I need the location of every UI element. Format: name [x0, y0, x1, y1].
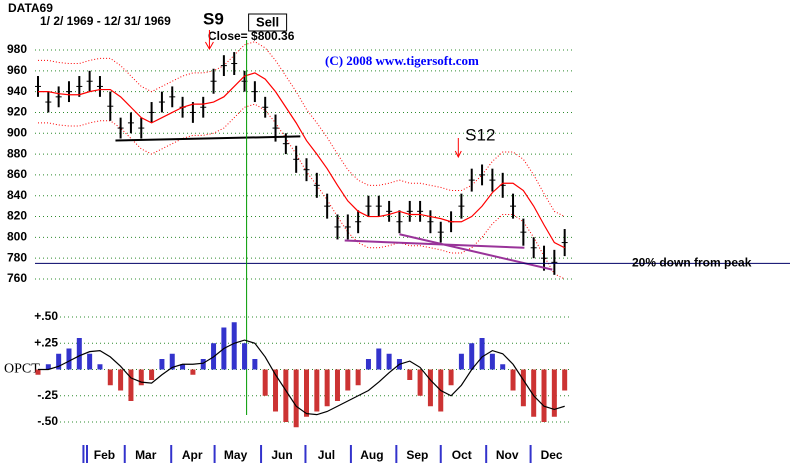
y-tick-label: 840: [7, 188, 27, 202]
indicator-bar: [458, 353, 464, 370]
indicator-bar: [107, 369, 113, 386]
indicator-bar: [252, 359, 258, 370]
indicator-bar: [314, 369, 320, 412]
indicator-bar: [56, 353, 62, 370]
y-tick-label: -.50: [37, 414, 58, 428]
indicator-bar: [355, 369, 361, 386]
indicator-bar: [386, 353, 392, 370]
signal-arrow-head: [454, 150, 462, 159]
y-tick-label: 780: [7, 250, 27, 264]
y-tick-label: 900: [7, 125, 27, 139]
trendline: [344, 239, 525, 249]
indicator-bar: [128, 369, 134, 401]
signal-label: S9: [203, 9, 224, 28]
date-range: 1/ 2/ 1969 - 12/ 31/ 1969: [40, 14, 171, 28]
trendline: [115, 135, 301, 142]
indicator-bar: [242, 343, 248, 370]
y-tick-label: 820: [7, 209, 27, 223]
y-tick-label: 940: [7, 84, 27, 98]
y-tick-label: 860: [7, 167, 27, 181]
close-label: Close= $800.36: [208, 29, 295, 43]
indicator-bar: [118, 369, 124, 391]
x-tick-label: Dec: [541, 448, 563, 462]
indicator-bar: [551, 369, 557, 417]
indicator-bar: [562, 369, 568, 391]
indicator-bar: [149, 369, 155, 380]
x-tick-label: Oct: [452, 448, 472, 462]
indicator-bar: [479, 338, 485, 370]
indicator-bar: [304, 369, 309, 417]
upper-band: [38, 41, 565, 217]
indicator-bar: [345, 369, 351, 391]
indicator-bar: [200, 359, 206, 370]
indicator-bar: [334, 369, 340, 401]
peak-line-label: 20% down from peak: [632, 256, 752, 270]
indicator-bar: [138, 369, 144, 386]
x-tick-label: May: [224, 448, 248, 462]
y-tick-label: 960: [7, 63, 27, 77]
x-tick-label: Mar: [135, 448, 157, 462]
y-tick-label: 920: [7, 105, 27, 119]
sell-box: [248, 13, 288, 32]
y-tick-label: 880: [7, 146, 27, 160]
y-tick-label: +.50: [34, 309, 58, 323]
indicator-bar: [448, 369, 454, 386]
y-tick-label: 800: [7, 230, 27, 244]
indicator-bar: [541, 369, 547, 422]
indicator-bar: [324, 369, 330, 407]
indicator-bar: [66, 348, 72, 370]
indicator-bar: [283, 369, 289, 422]
indicator-bar: [87, 353, 93, 370]
copyright: (C) 2008 www.tigersoft.com: [325, 53, 479, 68]
indicator-bar: [169, 353, 175, 370]
signal-label: Sell: [256, 14, 279, 29]
y-tick-label: 980: [7, 42, 27, 56]
moving-average: [38, 72, 565, 249]
indicator-bar: [159, 359, 165, 370]
y-tick-label: +.25: [34, 335, 58, 349]
indicator-bar: [376, 348, 382, 370]
y-tick-label: -.25: [37, 388, 58, 402]
indicator-bar: [510, 369, 516, 391]
chart-title: DATA69: [8, 1, 53, 15]
indicator-bar: [262, 369, 268, 396]
signal-line: [38, 339, 565, 416]
signal-arrow-head: [204, 41, 214, 51]
lower-band: [38, 103, 565, 280]
indicator-bar: [76, 338, 82, 370]
indicator-bar: [190, 369, 196, 375]
x-tick-label: Jun: [271, 448, 292, 462]
indicator-bar: [520, 369, 526, 407]
indicator-bar: [231, 322, 237, 370]
y-tick-label: 760: [7, 271, 27, 285]
indicator-bar: [531, 369, 537, 417]
indicator-bar: [180, 364, 186, 370]
indicator-bar: [45, 364, 51, 370]
x-tick-label: Aug: [360, 448, 383, 462]
y-tick-label: OPCT: [4, 362, 40, 377]
x-tick-label: Sep: [406, 448, 428, 462]
indicator-bar: [469, 343, 475, 370]
indicator-bar: [407, 369, 413, 380]
indicator-bar: [35, 369, 41, 375]
indicator-bar: [365, 359, 371, 370]
indicator-bar: [293, 369, 299, 428]
x-tick-label: Feb: [94, 448, 115, 462]
indicator-bar: [427, 369, 433, 407]
indicator-bar: [417, 369, 423, 396]
x-tick-label: Nov: [496, 448, 519, 462]
indicator-bar: [500, 364, 506, 370]
x-tick-label: Jul: [318, 448, 335, 462]
indicator-bar: [489, 353, 495, 370]
indicator-bar: [97, 364, 103, 370]
x-tick-label: Apr: [182, 448, 203, 462]
signal-label: S12: [465, 125, 495, 144]
indicator-bar: [273, 369, 279, 412]
